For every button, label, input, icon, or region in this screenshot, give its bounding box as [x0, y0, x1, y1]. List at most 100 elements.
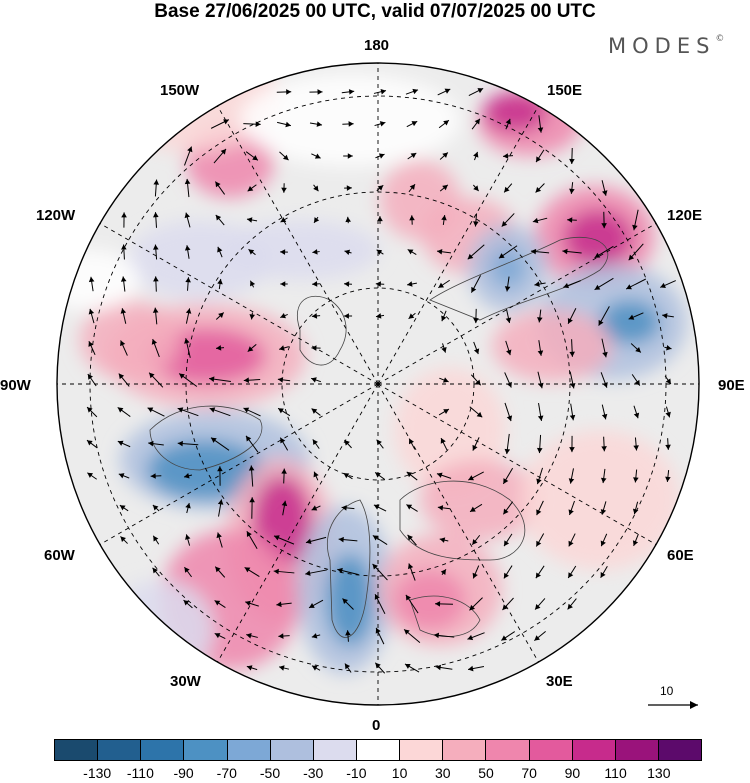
- wind-arrow-head: [121, 244, 127, 250]
- lon-label-90w: 90W: [0, 377, 31, 394]
- wind-arrow-head: [467, 253, 474, 260]
- wind-arrow-head: [433, 632, 440, 639]
- wind-arrow-head: [474, 118, 480, 125]
- wind-arrow-head: [184, 567, 190, 573]
- wind-arrow: [245, 435, 259, 453]
- wind-arrow: [503, 533, 513, 547]
- wind-arrow-head: [120, 340, 126, 347]
- wind-arrow: [501, 213, 515, 227]
- wind-arrow: [345, 630, 351, 642]
- wind-arrow-head: [408, 438, 414, 445]
- coastline: [429, 236, 609, 321]
- wind-arrow-head: [117, 407, 124, 413]
- wind-arrow: [87, 472, 97, 480]
- wind-arrow-head: [634, 379, 640, 386]
- wind-arrow-head: [407, 281, 413, 287]
- wind-arrow: [600, 533, 608, 547]
- wind-arrow-head: [468, 475, 475, 481]
- wind-arrow: [345, 216, 351, 224]
- wind-arrow: [177, 440, 199, 447]
- wind-arrow: [376, 249, 384, 255]
- wind-arrow: [502, 153, 514, 159]
- wind-arrow: [246, 665, 258, 671]
- wind-arrow: [372, 563, 388, 581]
- wind-arrow: [505, 340, 512, 356]
- wind-arrow-head: [379, 121, 386, 127]
- wind-arrow-head: [409, 184, 416, 190]
- wind-arrow-head: [633, 445, 639, 451]
- wind-arrow: [406, 120, 418, 128]
- wind-arrow-head: [377, 216, 383, 222]
- wind-arrow-head: [530, 248, 537, 255]
- wind-arrow: [403, 629, 421, 643]
- wind-arrow: [214, 600, 226, 608]
- wind-arrow: [500, 631, 516, 641]
- wind-arrow: [406, 471, 418, 481]
- wind-arrow: [632, 501, 639, 515]
- wind-arrow: [569, 435, 575, 453]
- wind-arrow: [153, 276, 159, 292]
- wind-arrow: [87, 373, 97, 387]
- wind-arrow: [88, 341, 96, 355]
- anomaly-patch: [600, 300, 660, 344]
- wind-arrow-head: [665, 444, 671, 450]
- wind-arrow-head: [286, 89, 292, 95]
- wind-arrow: [248, 465, 255, 487]
- wind-arrow-head: [312, 249, 318, 255]
- wind-arrow: [281, 468, 287, 484]
- wind-arrow-head: [309, 602, 315, 608]
- wind-arrow-head: [375, 313, 382, 319]
- wind-arrow-head: [569, 351, 575, 357]
- wind-arrow-head: [506, 415, 513, 422]
- wind-arrow: [309, 121, 323, 127]
- wind-arrow-head: [601, 413, 608, 420]
- wind-arrow: [185, 308, 192, 324]
- wind-arrow: [86, 406, 98, 418]
- wind-arrow-head: [375, 472, 381, 478]
- wind-arrow-head: [468, 665, 474, 672]
- wind-arrow: [467, 244, 485, 260]
- wind-arrow-head: [247, 186, 254, 192]
- wind-arrow-head: [536, 509, 542, 516]
- wind-arrow-head: [536, 478, 542, 485]
- wind-arrow-head: [278, 633, 284, 639]
- wind-arrow-head: [376, 249, 383, 255]
- wind-arrow-head: [223, 119, 229, 125]
- wind-arrow-head: [375, 662, 381, 669]
- wind-arrow-head: [217, 246, 223, 253]
- wind-arrow-head: [344, 281, 350, 287]
- wind-arrow: [404, 663, 420, 673]
- wind-arrow-head: [405, 594, 412, 601]
- wind-arrow-head: [316, 121, 322, 127]
- wind-arrow: [343, 472, 353, 480]
- lon-label-150e: 150E: [547, 82, 583, 99]
- wind-arrow: [471, 118, 481, 130]
- wind-arrow-head: [185, 308, 192, 314]
- wind-arrow: [215, 214, 225, 226]
- wind-arrow-head: [185, 277, 191, 283]
- wind-arrow: [664, 375, 672, 385]
- wind-arrow-head: [341, 505, 347, 511]
- wind-arrow: [631, 374, 641, 386]
- wind-arrow-head: [209, 376, 215, 382]
- colorbar-swatch: [443, 740, 487, 760]
- wind-arrow-head: [313, 471, 319, 478]
- wind-arrow: [305, 569, 327, 576]
- wind-arrow: [407, 249, 417, 255]
- colorbar-swatch: [313, 740, 357, 760]
- wind-arrow-head: [503, 508, 509, 515]
- wind-arrow: [376, 184, 384, 192]
- colorbar-swatch: [615, 740, 659, 760]
- wind-arrow-head: [438, 282, 445, 288]
- anomaly-patch: [147, 440, 263, 500]
- wind-arrow: [119, 504, 129, 512]
- wind-arrow-head: [377, 185, 384, 191]
- wind-arrow-head: [343, 473, 350, 479]
- wind-arrow-head: [472, 572, 478, 579]
- wind-arrow-head: [375, 281, 381, 287]
- wind-arrow-head: [120, 276, 127, 282]
- wind-arrow: [594, 277, 614, 291]
- wind-arrow: [505, 308, 512, 324]
- wind-arrow-head: [121, 212, 127, 218]
- wind-arrow: [185, 502, 191, 514]
